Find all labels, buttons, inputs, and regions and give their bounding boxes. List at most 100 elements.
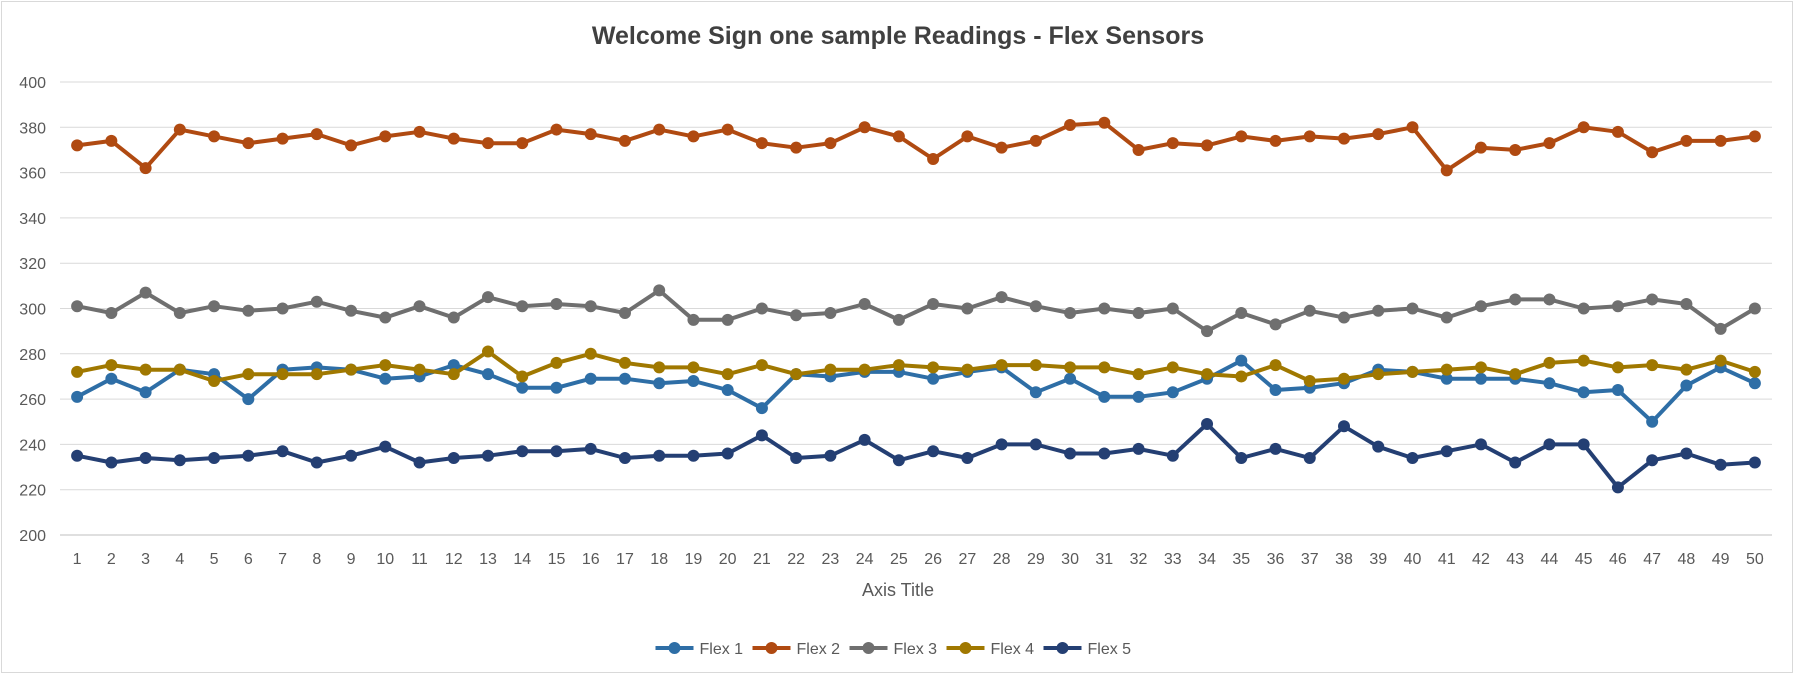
data-point bbox=[276, 368, 289, 381]
data-point bbox=[310, 128, 323, 141]
data-point bbox=[1577, 302, 1590, 315]
data-point bbox=[1132, 390, 1145, 403]
x-tick-label: 44 bbox=[1541, 551, 1559, 568]
data-point bbox=[1235, 451, 1248, 464]
data-point bbox=[516, 370, 529, 383]
legend-entry: Flex 3 bbox=[849, 641, 938, 658]
x-axis: 1 2 3 4 5 6 7 8 9 10 11 12 13 14 15 16 17 18 19 20 21 22 23 24 2… bbox=[60, 534, 1772, 568]
data-point bbox=[1132, 368, 1145, 381]
x-tick-label: 33 bbox=[1164, 551, 1182, 568]
legend-label: Flex 3 bbox=[894, 641, 938, 658]
data-point bbox=[379, 440, 392, 453]
data-point bbox=[482, 449, 494, 462]
data-point bbox=[1235, 130, 1248, 143]
data-point bbox=[1029, 438, 1042, 451]
data-point bbox=[584, 300, 597, 313]
data-point bbox=[1235, 307, 1248, 320]
legend-marker bbox=[765, 642, 778, 654]
x-tick-label: 2 bbox=[107, 551, 116, 568]
data-point bbox=[413, 456, 426, 469]
series-layer bbox=[71, 116, 1761, 494]
data-point bbox=[961, 130, 974, 143]
x-tick-label: 29 bbox=[1027, 551, 1045, 568]
x-tick-label: 1 bbox=[73, 551, 82, 568]
x-tick-label: 14 bbox=[513, 551, 531, 568]
data-point bbox=[1680, 379, 1693, 392]
data-point bbox=[584, 442, 597, 455]
data-point bbox=[1509, 456, 1522, 469]
data-point bbox=[413, 300, 426, 313]
data-point bbox=[139, 162, 152, 175]
data-point bbox=[105, 134, 118, 147]
data-point bbox=[208, 300, 221, 313]
data-point bbox=[927, 372, 940, 385]
data-point bbox=[1577, 354, 1590, 367]
data-point bbox=[139, 386, 152, 399]
data-point bbox=[1166, 361, 1179, 374]
data-point bbox=[105, 307, 118, 320]
legend-entry: Flex 1 bbox=[655, 641, 743, 658]
x-tick-label: 40 bbox=[1404, 551, 1422, 568]
data-point bbox=[1577, 386, 1590, 399]
data-point bbox=[1680, 134, 1693, 147]
data-point bbox=[516, 300, 529, 313]
data-point bbox=[139, 451, 152, 464]
y-tick-label: 260 bbox=[19, 392, 46, 409]
data-point bbox=[1269, 442, 1282, 455]
data-point bbox=[927, 361, 940, 374]
data-point bbox=[721, 313, 734, 326]
data-point bbox=[482, 137, 494, 150]
data-point bbox=[1338, 420, 1350, 433]
data-point bbox=[858, 433, 871, 446]
data-point bbox=[755, 302, 768, 315]
data-point bbox=[653, 361, 666, 374]
series-line bbox=[76, 422, 1756, 490]
data-point bbox=[824, 307, 837, 320]
data-point bbox=[1611, 481, 1624, 494]
y-tick-label: 340 bbox=[19, 211, 46, 228]
x-tick-label: 13 bbox=[479, 551, 497, 568]
data-point bbox=[105, 372, 118, 385]
data-point bbox=[345, 449, 358, 462]
data-point bbox=[482, 291, 494, 304]
x-tick-label: 18 bbox=[650, 551, 668, 568]
x-tick-label: 32 bbox=[1130, 551, 1148, 568]
data-point bbox=[1029, 134, 1042, 147]
data-point bbox=[618, 356, 631, 369]
data-point bbox=[173, 454, 186, 467]
data-point bbox=[1577, 121, 1590, 134]
x-tick-label: 49 bbox=[1712, 551, 1730, 568]
x-tick-label: 24 bbox=[856, 551, 874, 568]
data-point bbox=[1098, 390, 1111, 403]
x-tick-label: 26 bbox=[924, 551, 942, 568]
data-point bbox=[447, 311, 460, 324]
data-point bbox=[345, 363, 358, 376]
data-point bbox=[1372, 440, 1385, 453]
x-tick-label: 37 bbox=[1301, 551, 1319, 568]
data-point bbox=[208, 451, 221, 464]
data-point bbox=[1029, 300, 1042, 313]
data-point bbox=[721, 447, 734, 460]
data-point bbox=[584, 372, 597, 385]
data-point bbox=[139, 286, 152, 299]
data-point bbox=[1543, 438, 1556, 451]
data-point bbox=[1064, 372, 1077, 385]
data-point bbox=[824, 363, 837, 376]
data-point bbox=[550, 445, 563, 458]
data-point bbox=[1372, 368, 1385, 381]
data-point bbox=[927, 297, 940, 310]
data-point bbox=[687, 374, 700, 387]
series-line bbox=[76, 358, 1756, 424]
x-tick-label: 7 bbox=[278, 551, 287, 568]
x-tick-label: 45 bbox=[1575, 551, 1593, 568]
data-point bbox=[139, 363, 152, 376]
data-point bbox=[173, 123, 186, 136]
data-point bbox=[1166, 137, 1179, 150]
data-point bbox=[1440, 363, 1453, 376]
data-point bbox=[1714, 322, 1727, 335]
data-point bbox=[653, 377, 666, 390]
data-point bbox=[242, 368, 255, 381]
data-point bbox=[1714, 458, 1727, 471]
series-line bbox=[76, 120, 1756, 173]
